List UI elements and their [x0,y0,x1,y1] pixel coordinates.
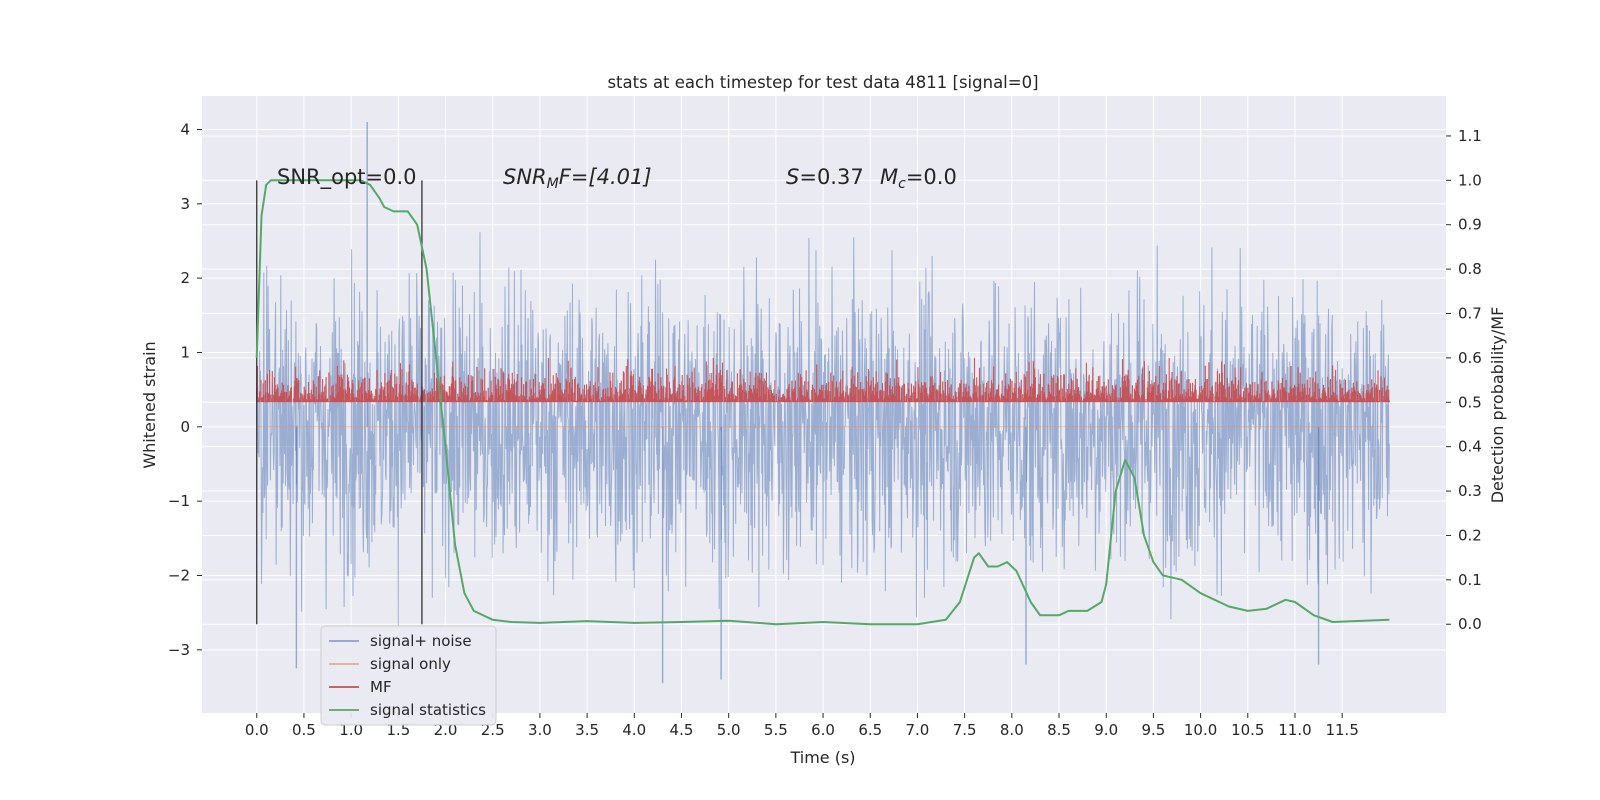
legend-label-signal-noise: signal+ noise [370,632,472,650]
y-axis-label: Whitened strain [140,341,159,468]
x-tick-label: 5.0 [717,721,741,739]
y-tick-label: 4 [180,120,190,138]
y-right-tick-label: 0.8 [1458,260,1482,278]
x-tick-label: 3.5 [575,721,599,739]
y-right-tick-label: 0.1 [1458,571,1482,589]
x-tick-label: 10.5 [1231,721,1264,739]
y-right-tick-label: 1.0 [1458,171,1482,189]
x-tick-label: 7.0 [906,721,930,739]
snr-mf-annotation: SNRMF=[4.01] [503,165,652,192]
legend: signal+ noise signal only MF signal stat… [320,625,497,726]
y-tick-label: 3 [180,195,190,213]
legend-label-signal-statistics: signal statistics [370,701,486,719]
x-tick-label: 9.5 [1141,721,1165,739]
snr-opt-annotation: SNR_opt=0.0 [277,165,417,190]
y-right-tick-label: 0.0 [1458,615,1482,633]
y-ticks-right: 0.0 0.1 0.2 0.3 0.4 0.5 0.6 0.7 0.8 0.9 1.0 1.1 [1446,127,1482,633]
legend-label-signal-only: signal only [370,655,451,673]
y-right-tick-label: 0.9 [1458,216,1482,234]
y-right-tick-label: 0.6 [1458,349,1482,367]
y-ticks: −3 −2 −1 0 1 2 3 4 [168,120,202,659]
y-tick-label: −1 [168,492,190,510]
x-ticks: 0.0 0.5 1.0 1.5 2.0 2.5 3.0 3.5 4.0 4.5 5.0 5.5 6.0 6… [245,713,1359,739]
y-tick-label: 2 [180,269,190,287]
y-tick-label: −3 [168,641,190,659]
s-annotation: S=0.37 [786,165,864,189]
y-right-tick-label: 0.7 [1458,305,1482,323]
x-tick-label: 5.5 [764,721,788,739]
x-axis-label: Time (s) [789,748,855,767]
y-tick-label: 1 [180,343,190,361]
y-right-tick-label: 0.2 [1458,526,1482,544]
y-right-tick-label: 1.1 [1458,127,1482,145]
x-tick-label: 4.0 [622,721,646,739]
x-tick-label: 3.0 [528,721,552,739]
x-tick-label: 7.5 [953,721,977,739]
signal-statistics-series [255,179,1390,626]
x-tick-label: 6.5 [858,721,882,739]
y-right-tick-label: 0.4 [1458,438,1482,456]
chart-title: stats at each timestep for test data 481… [607,73,1038,92]
legend-label-mf: MF [370,678,392,696]
y-right-tick-label: 0.3 [1458,482,1482,500]
x-tick-label: 0.5 [292,721,316,739]
x-tick-label: 0.0 [245,721,269,739]
x-tick-label: 11.5 [1325,721,1358,739]
x-tick-label: 11.0 [1278,721,1311,739]
y-tick-label: 0 [180,418,190,436]
x-tick-label: 4.5 [670,721,694,739]
y-axis-label-right: Detection probability/MF [1488,307,1507,504]
signal-statistics-line [255,179,1390,626]
mc-annotation: Mc=0.0 [880,165,957,192]
x-tick-label: 8.0 [1000,721,1024,739]
x-tick-label: 9.0 [1094,721,1118,739]
vertical-markers [256,180,423,625]
x-tick-label: 6.0 [811,721,835,739]
y-tick-label: −2 [168,566,190,584]
x-tick-label: 10.0 [1184,721,1217,739]
signal-noise-line [256,232,1390,628]
x-tick-label: 8.5 [1047,721,1071,739]
y-right-tick-label: 0.5 [1458,393,1482,411]
signal-noise-series [256,122,1390,684]
